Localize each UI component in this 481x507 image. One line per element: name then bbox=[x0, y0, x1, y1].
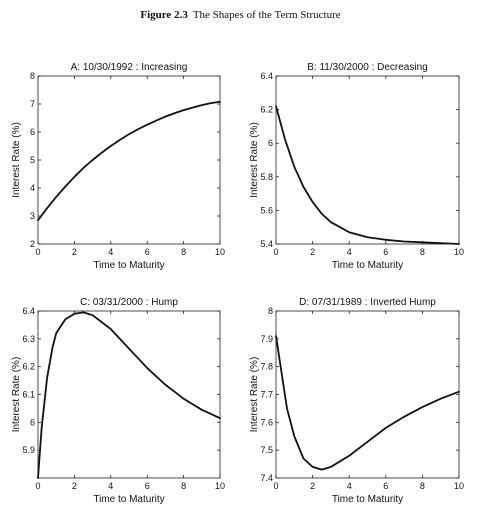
x-tick-label: 8 bbox=[181, 247, 186, 257]
yield-curve-line bbox=[37, 311, 221, 479]
plot-area-frame bbox=[275, 75, 460, 245]
chart-title: C: 03/31/2000 : Hump bbox=[80, 297, 178, 308]
y-tick-label: 5 bbox=[30, 155, 35, 165]
yield-curve-line bbox=[275, 335, 460, 471]
y-tick-label: 6.2 bbox=[22, 362, 35, 372]
y-tick-label: 5.4 bbox=[260, 239, 273, 249]
x-axis-label: Time to Maturity bbox=[93, 260, 164, 271]
y-tick-label: 7.7 bbox=[260, 390, 273, 400]
x-tick-label: 6 bbox=[145, 247, 150, 257]
x-tick-label: 6 bbox=[383, 247, 388, 257]
x-tick-label: 2 bbox=[310, 247, 315, 257]
y-tick-label: 7.8 bbox=[260, 362, 273, 372]
y-tick-label: 7.4 bbox=[260, 473, 273, 483]
y-tick-label: 7 bbox=[30, 99, 35, 109]
x-axis-label: Time to Maturity bbox=[93, 494, 164, 505]
x-tick-label: 6 bbox=[383, 481, 388, 491]
y-tick-label: 6.4 bbox=[260, 71, 273, 81]
y-tick-label: 6 bbox=[30, 417, 35, 427]
y-tick-label: 6.3 bbox=[22, 334, 35, 344]
x-tick-label: 4 bbox=[108, 247, 113, 257]
y-tick-label: 6.4 bbox=[22, 306, 35, 316]
y-tick-label: 4 bbox=[30, 183, 35, 193]
chart-title: B: 11/30/2000 : Decreasing bbox=[307, 62, 427, 73]
chart-title: D: 07/31/1989 : Inverted Hump bbox=[299, 297, 436, 308]
x-tick-label: 8 bbox=[420, 247, 425, 257]
plot-area-frame bbox=[275, 310, 460, 479]
x-tick-label: 2 bbox=[72, 247, 77, 257]
x-tick-label: 4 bbox=[347, 247, 352, 257]
y-tick-label: 2 bbox=[30, 239, 35, 249]
plot-area-frame bbox=[37, 75, 221, 245]
y-tick-label: 3 bbox=[30, 211, 35, 221]
y-tick-label: 6 bbox=[268, 138, 273, 148]
x-tick-label: 2 bbox=[310, 481, 315, 491]
y-tick-label: 8 bbox=[268, 306, 273, 316]
x-tick-label: 8 bbox=[420, 481, 425, 491]
figure-number: Figure 2.3 bbox=[140, 9, 188, 21]
x-tick-label: 4 bbox=[108, 481, 113, 491]
y-tick-label: 6.1 bbox=[22, 390, 35, 400]
chart-title: A: 10/30/1992 : Increasing bbox=[71, 62, 188, 73]
yield-curve-line bbox=[37, 100, 221, 222]
figure-caption: The Shapes of the Term Structure bbox=[192, 9, 341, 21]
x-tick-label: 2 bbox=[72, 481, 77, 491]
chart-panel-4: D: 07/31/1989 : Inverted Hump 0 2 4 6 8 10 7.4 7… bbox=[249, 297, 464, 505]
y-axis-label: Interest Rate (%) bbox=[11, 122, 22, 198]
x-tick-label: 10 bbox=[215, 481, 225, 491]
figure-title: Figure 2.3 The Shapes of the Term Structu… bbox=[0, 9, 481, 21]
y-tick-label: 6 bbox=[30, 127, 35, 137]
x-axis-label: Time to Maturity bbox=[332, 260, 403, 271]
chart-panel-3: C: 03/31/2000 : Hump 0 2 4 6 8 10 5.9 6 6.1 6.2 6.3… bbox=[11, 297, 225, 505]
x-tick-label: 0 bbox=[35, 481, 40, 491]
x-tick-label: 10 bbox=[454, 481, 464, 491]
y-tick-label: 5.9 bbox=[22, 445, 35, 455]
y-tick-label: 5.8 bbox=[260, 172, 273, 182]
y-tick-label: 5.6 bbox=[260, 205, 273, 215]
y-axis-label: Interest Rate (%) bbox=[11, 357, 22, 433]
x-tick-label: 0 bbox=[273, 481, 278, 491]
x-tick-label: 6 bbox=[145, 481, 150, 491]
x-tick-label: 0 bbox=[35, 247, 40, 257]
y-axis-label: Interest Rate (%) bbox=[249, 357, 260, 433]
x-tick-label: 4 bbox=[347, 481, 352, 491]
x-axis-label: Time to Maturity bbox=[332, 494, 403, 505]
y-axis-label: Interest Rate (%) bbox=[249, 122, 260, 198]
plot-area-frame bbox=[37, 310, 221, 479]
y-tick-label: 7.5 bbox=[260, 445, 273, 455]
yield-curve-line bbox=[275, 105, 460, 245]
x-tick-label: 10 bbox=[215, 247, 225, 257]
x-tick-label: 0 bbox=[273, 247, 278, 257]
y-tick-label: 7.9 bbox=[260, 334, 273, 344]
y-tick-label: 6.2 bbox=[260, 105, 273, 115]
y-tick-label: 7.6 bbox=[260, 417, 273, 427]
chart-panel-2: B: 11/30/2000 : Decreasing 0 2 4 6 8 10 5.4 5.6 5… bbox=[249, 62, 464, 271]
y-tick-label: 8 bbox=[30, 71, 35, 81]
x-tick-label: 8 bbox=[181, 481, 186, 491]
x-tick-label: 10 bbox=[454, 247, 464, 257]
